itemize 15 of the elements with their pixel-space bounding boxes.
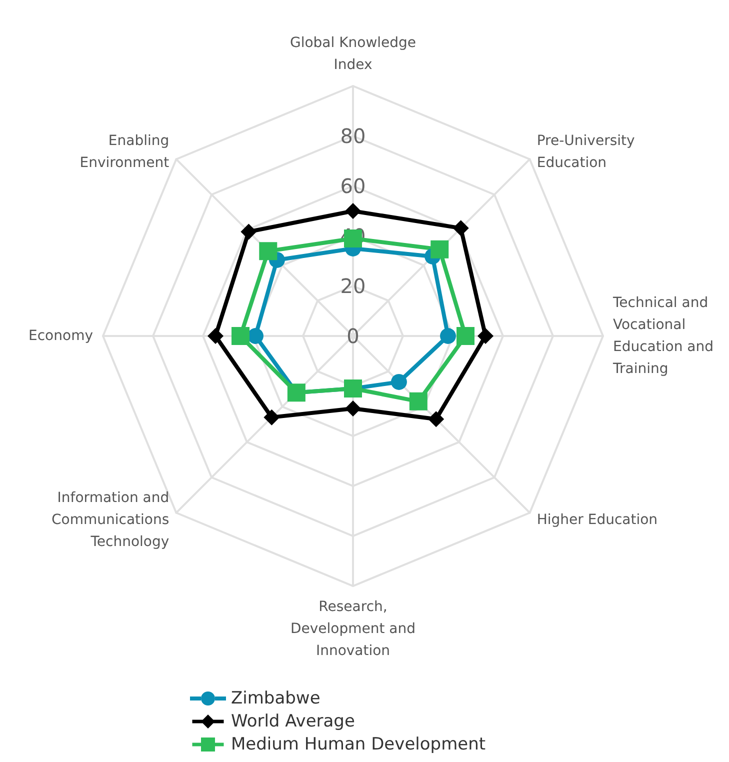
legend-label: Zimbabwe	[231, 688, 320, 708]
spoke-label: Information and Communications Technology	[52, 490, 170, 550]
spoke-label: Global Knowledge Index	[290, 35, 416, 73]
y-tick-label: 60	[340, 174, 366, 198]
spoke-label: Economy	[28, 328, 93, 344]
y-tick-label: 20	[340, 274, 366, 298]
spoke-label: Research, Development and Innovation	[290, 599, 416, 659]
y-tick-label: 80	[340, 124, 366, 148]
legend-label: Medium Human Development	[231, 734, 486, 754]
y-tick-label: 0	[346, 324, 360, 348]
spoke-label: Enabling Environment	[80, 133, 170, 172]
spoke-label: Technical and Vocational Education and Training	[612, 295, 714, 377]
legend-label: World Average	[231, 712, 355, 732]
spoke-label: Pre-University Education	[536, 133, 635, 172]
spoke-label: Higher Education	[536, 512, 658, 528]
